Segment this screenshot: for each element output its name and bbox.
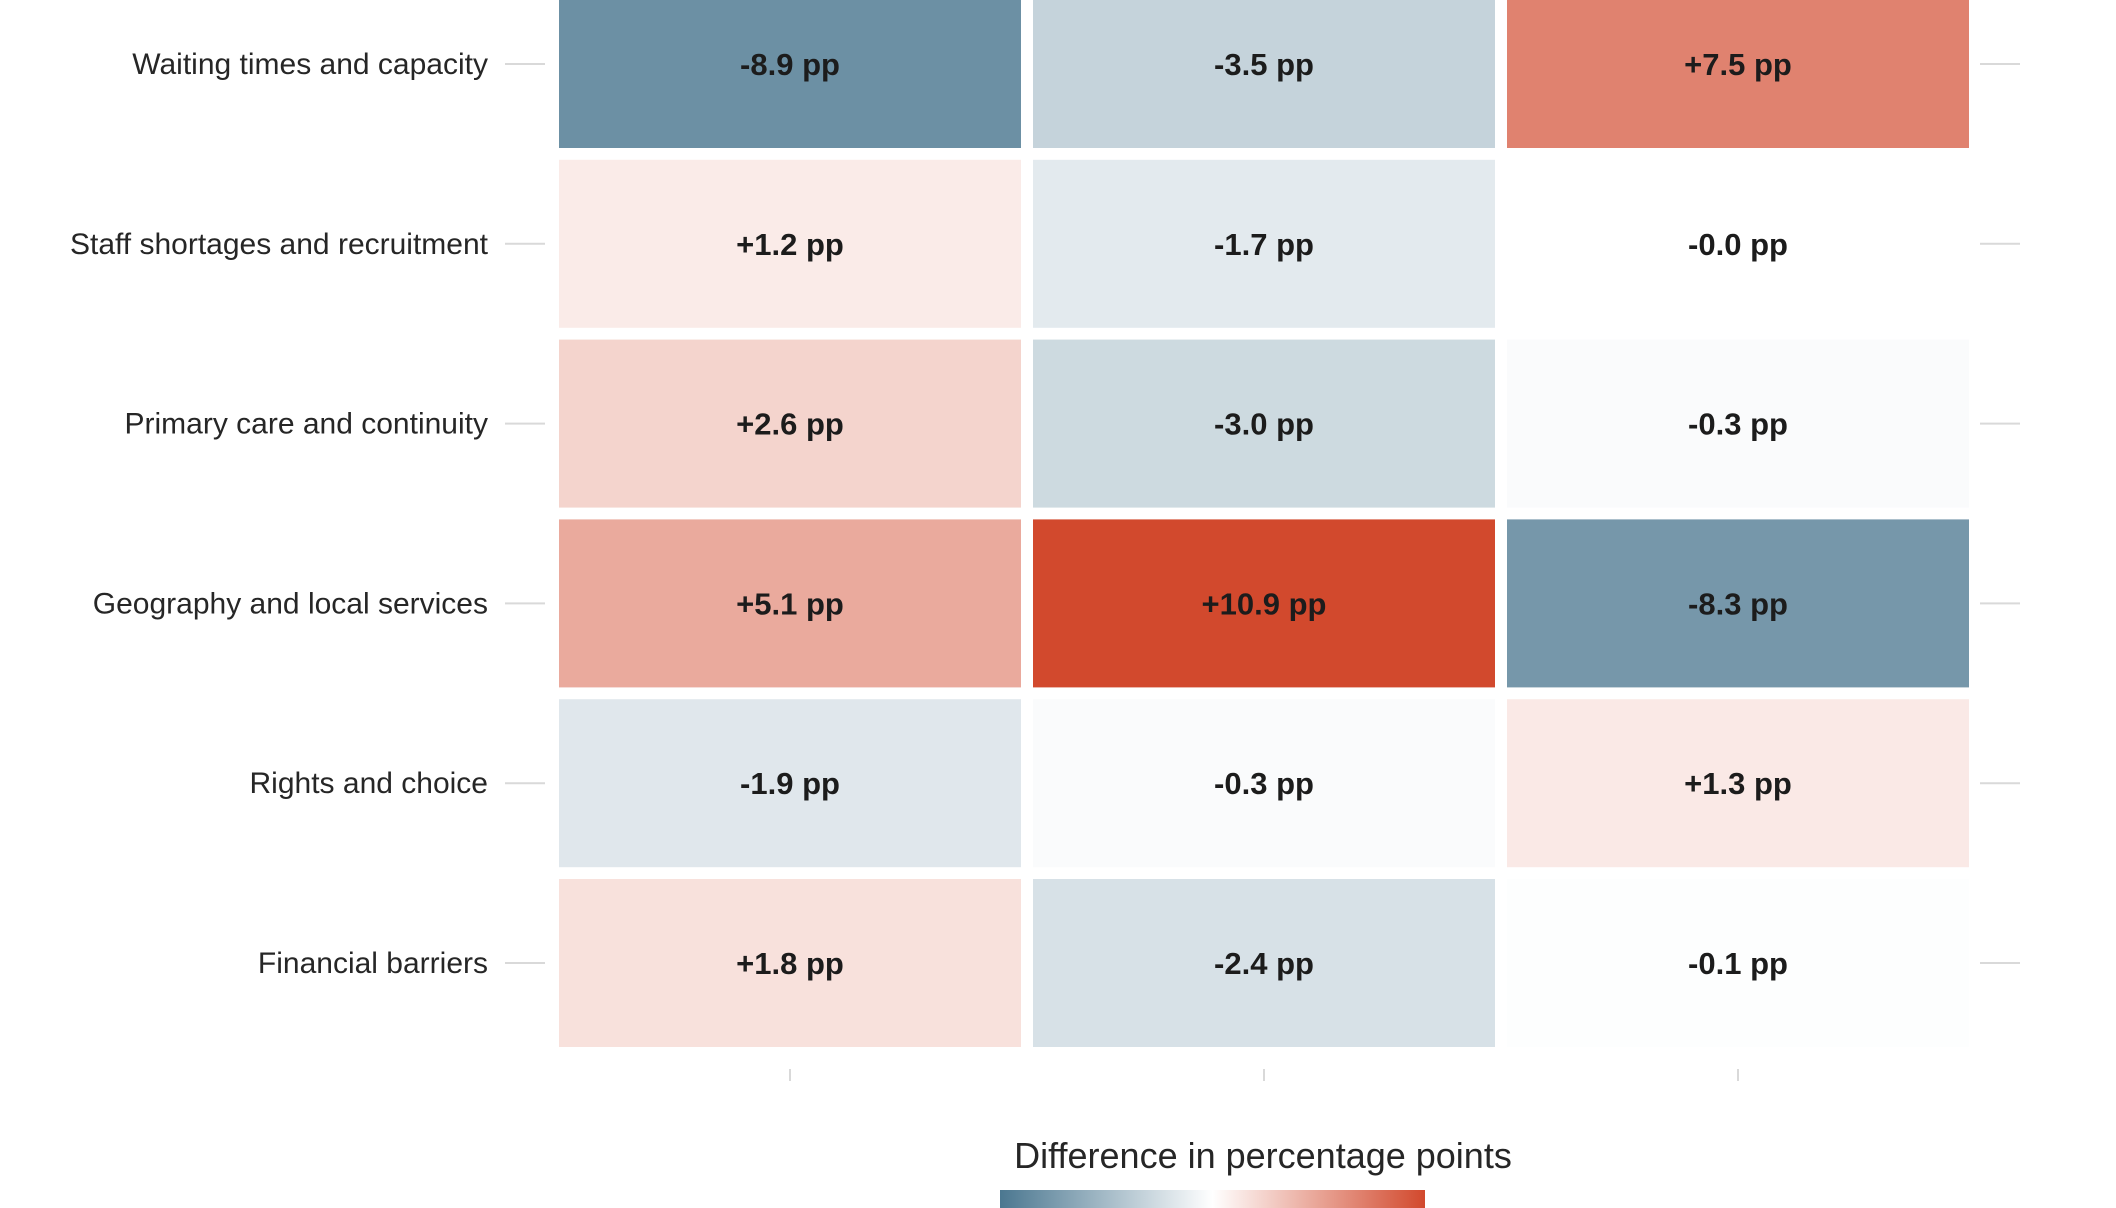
heatmap-cell (559, 339, 1021, 508)
row-label: Financial barriers (258, 947, 488, 980)
cell-value-label: -3.5 pp (1214, 47, 1314, 82)
row-label: Geography and local services (93, 587, 488, 620)
heatmap-cells: -8.9 pp -3.5 pp +7.5 pp +1.2 pp -1.7 pp -0.0 … (559, 0, 1969, 1047)
heatmap-cell (559, 0, 1021, 148)
heatmap-cell (1507, 339, 1969, 508)
heatmap-cell (1033, 699, 1495, 868)
cell-value-label: -0.0 pp (1688, 227, 1788, 262)
legend-colorbar (1000, 1190, 1425, 1208)
heatmap-cell (1507, 0, 1969, 148)
cell-value-label: -3.0 pp (1214, 407, 1314, 442)
cell-value-label: +7.5 pp (1684, 47, 1792, 82)
cell-value-label: +1.2 pp (736, 227, 844, 262)
row-label: Rights and choice (250, 767, 488, 800)
heatmap-cell (559, 519, 1021, 688)
cell-value-label: -8.9 pp (740, 47, 840, 82)
cell-value-label: +5.1 pp (736, 586, 844, 621)
legend-title: Difference in percentage points (1014, 1135, 1512, 1176)
row-label: Waiting times and capacity (132, 48, 488, 81)
heatmap-cell (559, 159, 1021, 328)
axis-ticks (505, 63, 2020, 1081)
heatmap-cell (1033, 0, 1495, 148)
row-label: Staff shortages and recruitment (70, 228, 489, 261)
cell-value-label: +10.9 pp (1202, 586, 1327, 621)
cell-value-label: +1.8 pp (736, 946, 844, 981)
color-legend: Difference in percentage points (1000, 1135, 1512, 1208)
cell-value-label: -1.9 pp (740, 766, 840, 801)
cell-value-label: -0.3 pp (1214, 766, 1314, 801)
heatmap-cell (1507, 879, 1969, 1047)
heatmap-cell (559, 879, 1021, 1047)
row-label: Primary care and continuity (125, 408, 489, 441)
cell-value-label: -1.7 pp (1214, 227, 1314, 262)
heatmap-cell (1033, 159, 1495, 328)
cell-value-label: +1.3 pp (1684, 766, 1792, 801)
cell-value-label: -0.3 pp (1688, 407, 1788, 442)
cell-value-label: +2.6 pp (736, 407, 844, 442)
heatmap-cell (1507, 699, 1969, 868)
heatmap-cell (1033, 519, 1495, 688)
cell-value-label: -8.3 pp (1688, 586, 1788, 621)
heatmap-cell (559, 699, 1021, 868)
cell-value-label: -0.1 pp (1688, 946, 1788, 981)
heatmap-cell (1033, 879, 1495, 1047)
heatmap-cell (1507, 159, 1969, 328)
heatmap-cell (1033, 339, 1495, 508)
cell-value-label: -2.4 pp (1214, 946, 1314, 981)
heatmap-cell (1507, 519, 1969, 688)
row-labels: Waiting times and capacity Staff shortage… (70, 48, 489, 980)
